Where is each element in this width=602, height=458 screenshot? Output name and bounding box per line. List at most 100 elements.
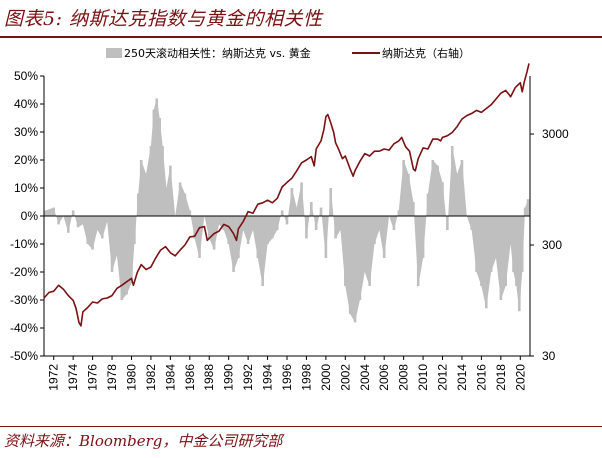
correlation-bar [241,216,245,230]
x-tick-label: 2018 [494,364,508,391]
correlation-bar [198,216,201,258]
correlation-bar [52,207,56,216]
correlation-bar [523,207,527,216]
x-tick-label: 2012 [436,364,450,391]
correlation-bar [499,216,503,300]
correlation-bar [373,216,376,244]
chart-title: 图表5: 纳斯达克指数与黄金的相关性 [4,8,323,30]
correlation-bar [120,216,124,300]
correlation-bar [136,193,140,216]
legend-label-correlation: 250天滚动相关性：纳斯达克 vs. 黄金 [124,46,311,60]
y-left-tick-label: -50% [10,349,38,363]
correlation-bar [144,174,148,216]
correlation-bar [368,216,371,286]
x-tick-label: 1986 [183,364,197,391]
correlation-bar [324,216,328,258]
y-right-tick-label: 3000 [542,127,569,141]
x-tick-label: 1972 [47,364,61,391]
title-underline [0,36,602,38]
correlation-bar [155,98,159,216]
correlation-bar [518,216,521,312]
correlation-bar [509,216,512,244]
correlation-bar [280,210,284,216]
correlation-bar [101,216,104,239]
correlation-bar [484,216,488,309]
title-bar: 图表5: 纳斯达克指数与黄金的相关性 [0,0,602,40]
y-left-tick-label: 40% [14,97,38,111]
correlation-bar [441,182,444,216]
x-tick-label: 2016 [474,364,488,391]
x-tick-label: 2004 [358,364,372,391]
correlation-bar [125,216,128,295]
correlation-bar [392,216,396,230]
correlation-bar [222,216,226,230]
correlation-bar [149,146,153,216]
correlation-bar [436,165,439,216]
correlation-bar [183,193,187,216]
y-left-tick-label: -40% [10,321,38,335]
correlation-bar [382,216,386,258]
correlation-bar [152,109,156,216]
correlation-bar [96,216,99,230]
correlation-bar [237,216,240,258]
x-tick-label: 1982 [144,364,158,391]
correlation-bar [71,210,75,216]
correlation-bar [295,207,299,216]
y-left-tick-label: 30% [14,125,38,139]
correlation-bar [431,160,435,216]
x-tick-label: 2000 [319,364,333,391]
correlation-bar [271,216,274,239]
chart: 50% 40% 30% 20% 10% 0% -10% -20% -30% -40% -50% 300… [10,46,569,391]
correlation-bar [246,216,250,244]
source-note: 资料来源：Bloomberg，中金公司研究部 [4,432,283,450]
correlation-bar [57,216,60,225]
correlation-bar [251,216,255,230]
correlation-bar [515,216,518,286]
x-tick-label: 1992 [241,364,255,391]
correlation-bar [110,216,114,272]
correlation-area [45,98,529,323]
correlation-bar [358,216,362,300]
nasdaq-line [43,63,530,327]
correlation-bar [344,216,347,286]
correlation-bar [512,216,515,272]
y-right-tick-label: 300 [542,238,562,252]
x-tick-label: 1974 [66,364,80,391]
correlation-bar [310,202,313,216]
correlation-bar [526,199,530,216]
correlation-bar [227,216,230,244]
correlation-bar [207,216,211,239]
correlation-bar [494,216,498,258]
correlation-bar [339,216,342,230]
correlation-bar [305,216,308,239]
correlation-bar [416,216,420,286]
correlation-bar [460,160,464,216]
correlation-bar [407,174,410,216]
x-tick-label: 1990 [222,364,236,391]
correlation-bar [489,216,493,272]
correlation-bar [81,216,85,225]
correlation-bar [91,216,94,250]
correlation-bar [412,202,415,216]
correlation-bar [402,160,405,216]
correlation-bar [178,182,182,216]
correlation-bar [44,210,48,216]
correlation-bar [520,216,524,272]
correlation-bar [169,165,172,216]
x-tick-label: 1994 [261,364,275,391]
x-tick-label: 1980 [124,364,138,391]
correlation-bar [193,216,196,239]
correlation-bar [329,188,333,216]
correlation-bar [450,146,454,216]
correlation-bar [353,216,357,323]
y-left-tick-label: 50% [14,69,38,83]
y-left-tick-label: 0% [21,209,39,223]
correlation-bar [314,216,318,230]
correlation-bar [363,216,367,272]
correlation-bar [266,216,269,244]
correlation-bar [470,216,473,230]
correlation-bar [300,182,303,216]
x-tick-label: 1988 [202,364,216,391]
correlation-bar [421,216,425,258]
x-tick-label: 1976 [86,364,100,391]
